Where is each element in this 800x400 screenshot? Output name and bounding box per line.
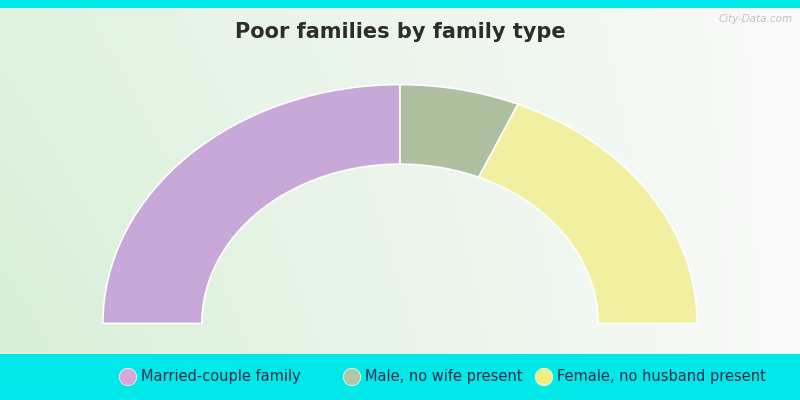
Text: Poor families by family type: Poor families by family type [234,22,566,42]
Ellipse shape [119,368,137,386]
Ellipse shape [343,368,361,386]
Text: Married-couple family: Married-couple family [141,370,301,384]
Wedge shape [478,104,697,323]
Text: City-Data.com: City-Data.com [718,14,792,24]
Wedge shape [103,84,400,323]
Wedge shape [400,84,518,177]
Text: Male, no wife present: Male, no wife present [365,370,522,384]
Ellipse shape [535,368,553,386]
Text: Female, no husband present: Female, no husband present [557,370,766,384]
